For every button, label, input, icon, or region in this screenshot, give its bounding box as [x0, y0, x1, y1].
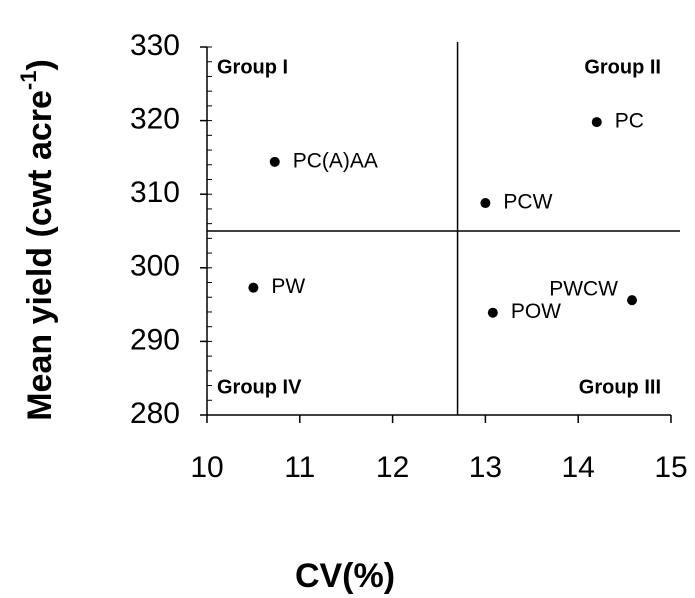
x-tick-label: 12 [376, 451, 409, 484]
point-label: PC [615, 110, 644, 133]
point [591, 117, 602, 128]
y-tick-label: 330 [130, 29, 180, 62]
y-axis-title-sup: -1 [16, 71, 41, 91]
y-axis-title: Mean yield (cwt acre-1) [16, 59, 59, 421]
x-tick-label: 10 [190, 451, 223, 484]
point [269, 156, 280, 167]
x-tick-label: 13 [469, 451, 502, 484]
group-label: Group IV [217, 376, 302, 398]
group-label: Group II [584, 56, 661, 78]
x-axis-title: CV(%) [295, 557, 395, 595]
point-label: PWCW [549, 278, 618, 301]
y-tick-label: 310 [130, 176, 180, 209]
x-tick-label: 15 [654, 451, 687, 484]
y-axis-title-end: ) [21, 59, 59, 70]
point [480, 198, 491, 209]
point [487, 307, 498, 318]
y-tick-label: 320 [130, 103, 180, 136]
y-axis-title-text: Mean yield (cwt acre [21, 90, 59, 421]
point-label: PCW [503, 191, 552, 214]
x-tick-label: 14 [562, 451, 595, 484]
point-label: PW [271, 275, 305, 298]
y-tick-label: 300 [130, 250, 180, 283]
x-tick-label: 11 [284, 451, 315, 484]
point [627, 295, 638, 306]
y-tick-label: 290 [130, 323, 180, 356]
group-label: Group I [217, 56, 288, 78]
point-label: PC(A)AA [293, 149, 378, 172]
point [248, 282, 259, 293]
y-tick-label: 280 [130, 397, 180, 430]
point-label: POW [511, 300, 561, 323]
group-label: Group III [579, 376, 661, 398]
